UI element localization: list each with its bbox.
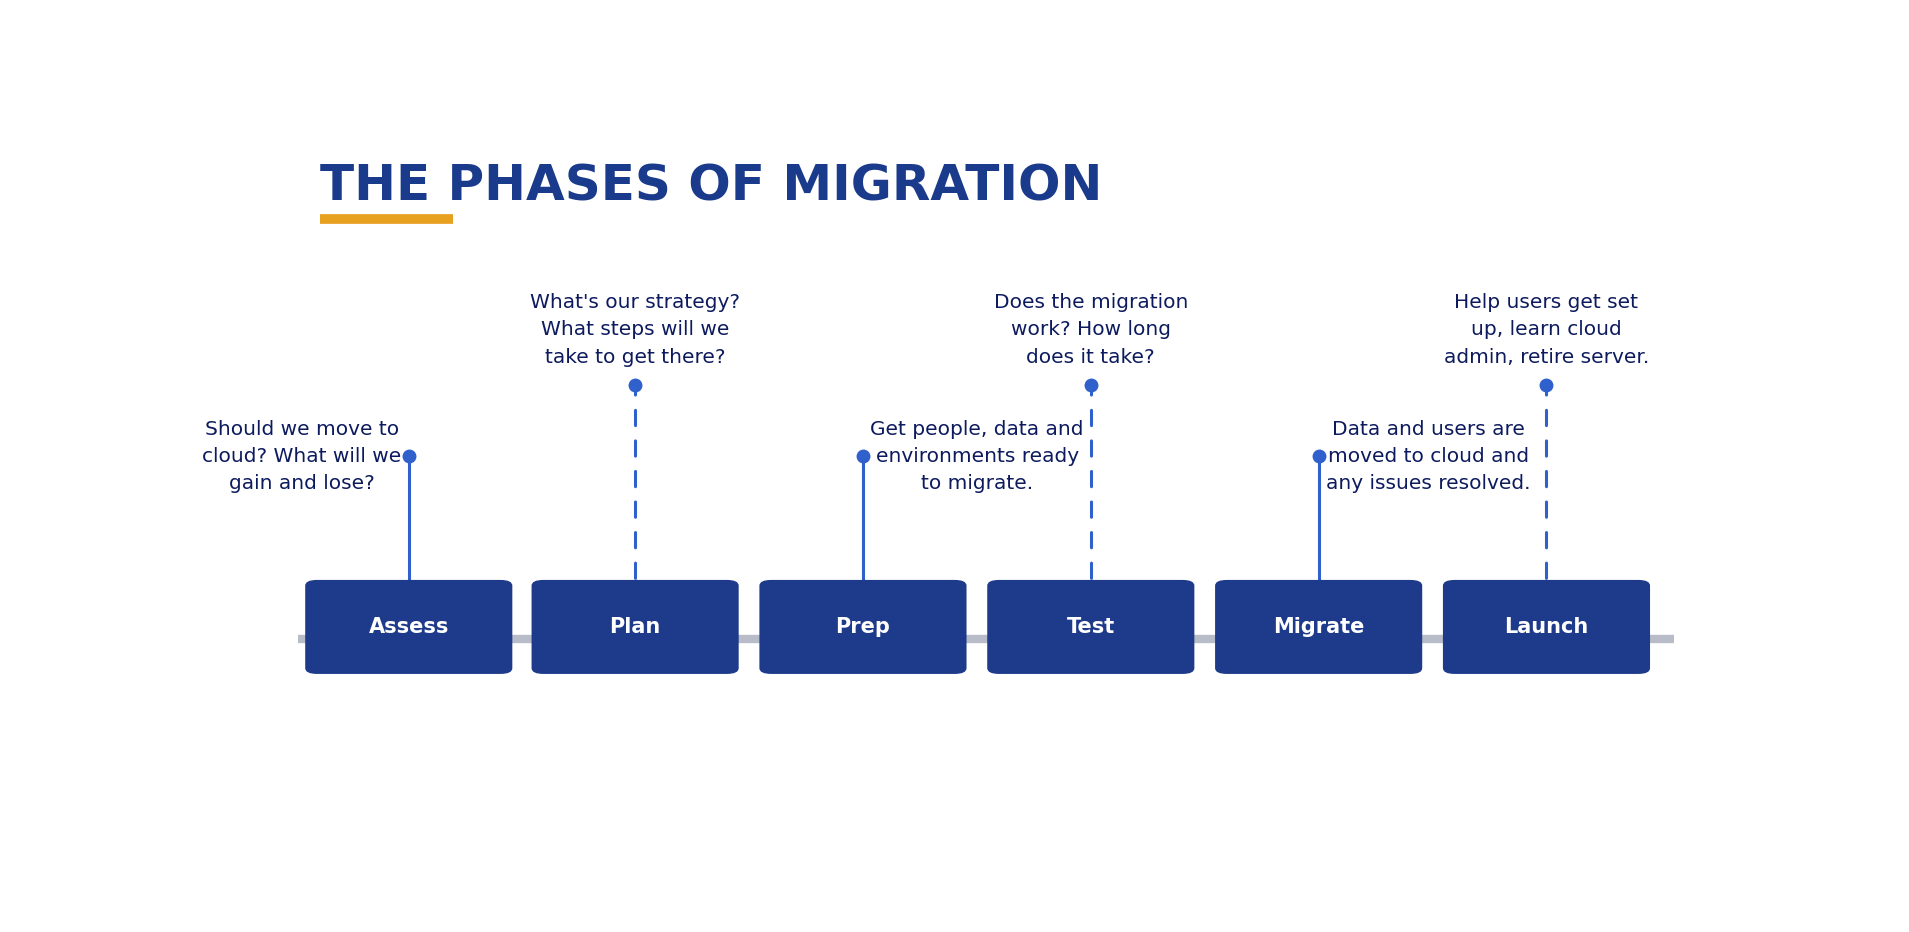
Text: Assess: Assess (368, 617, 449, 637)
Text: Get people, data and
environments ready
to migrate.: Get people, data and environments ready … (871, 419, 1084, 493)
Text: Data and users are
moved to cloud and
any issues resolved.: Data and users are moved to cloud and an… (1327, 419, 1531, 493)
Text: What's our strategy?
What steps will we
take to get there?: What's our strategy? What steps will we … (531, 293, 741, 366)
Text: Launch: Launch (1504, 617, 1588, 637)
Text: Does the migration
work? How long
does it take?: Does the migration work? How long does i… (993, 293, 1187, 366)
Text: Should we move to
cloud? What will we
gain and lose?: Should we move to cloud? What will we ga… (202, 419, 401, 493)
FancyBboxPatch shape (305, 580, 512, 674)
Text: THE PHASES OF MIGRATION: THE PHASES OF MIGRATION (321, 162, 1101, 210)
Text: Prep: Prep (836, 617, 890, 637)
Text: Test: Test (1067, 617, 1115, 637)
Text: Plan: Plan (609, 617, 661, 637)
FancyBboxPatch shape (1443, 580, 1649, 674)
FancyBboxPatch shape (760, 580, 966, 674)
FancyBboxPatch shape (1216, 580, 1422, 674)
Text: Help users get set
up, learn cloud
admin, retire server.: Help users get set up, learn cloud admin… (1443, 293, 1649, 366)
FancyBboxPatch shape (987, 580, 1195, 674)
FancyBboxPatch shape (531, 580, 739, 674)
Text: Migrate: Migrate (1273, 617, 1365, 637)
